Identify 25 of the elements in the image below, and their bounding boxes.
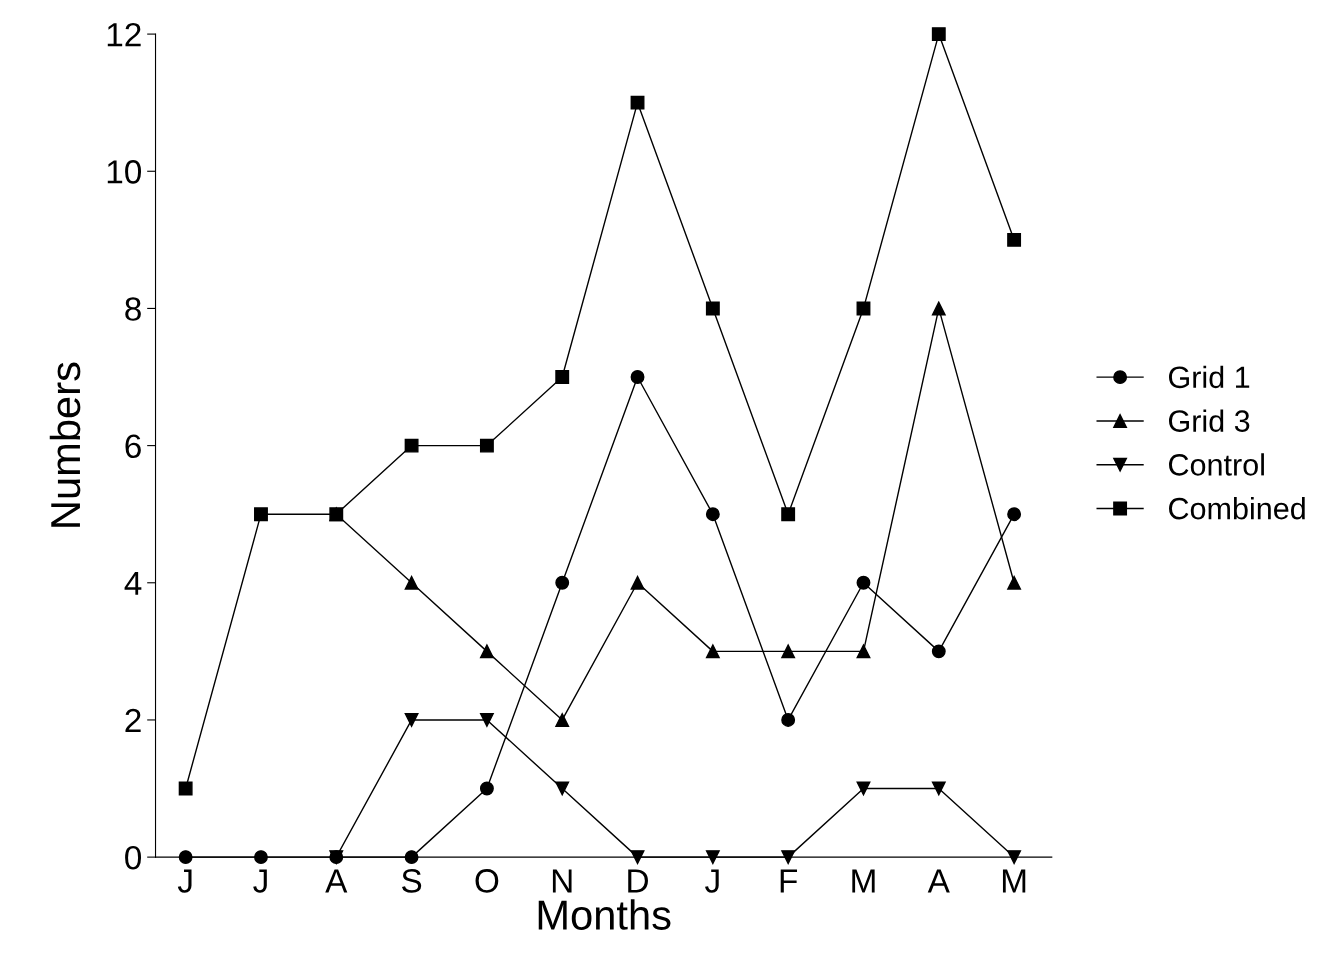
x-tick-label: S bbox=[401, 869, 422, 893]
y-axis-title: Numbers bbox=[49, 362, 81, 527]
x-axis-title: Months bbox=[538, 899, 671, 930]
x-tick-label: D bbox=[628, 869, 648, 893]
x-tick-label: M bbox=[1002, 869, 1026, 893]
x-tick-label: A bbox=[325, 869, 348, 893]
y-tick-label: 6 bbox=[125, 434, 141, 459]
x-tick-label: A bbox=[927, 869, 950, 893]
x-tick-label: N bbox=[552, 869, 572, 893]
y-tick-label: 4 bbox=[124, 571, 142, 595]
y-tick-label: 10 bbox=[107, 160, 142, 184]
x-tick-label: J bbox=[705, 869, 719, 893]
legend-label: Grid 1 bbox=[1169, 365, 1250, 389]
y-tick-label: 0 bbox=[125, 845, 142, 870]
y-tick-label: 8 bbox=[125, 297, 141, 321]
x-tick-label: O bbox=[475, 869, 499, 893]
y-tick-label: 2 bbox=[125, 708, 141, 733]
x-tick-label: J bbox=[177, 869, 192, 893]
legend-label: Combined bbox=[1169, 497, 1305, 520]
x-tick-label: M bbox=[852, 869, 875, 893]
legend-label: Grid 3 bbox=[1169, 409, 1250, 432]
legend-label: Control bbox=[1169, 453, 1264, 476]
y-tick-label: 12 bbox=[107, 22, 141, 47]
x-tick-label: J bbox=[253, 869, 267, 893]
x-tick-label: F bbox=[780, 869, 798, 893]
